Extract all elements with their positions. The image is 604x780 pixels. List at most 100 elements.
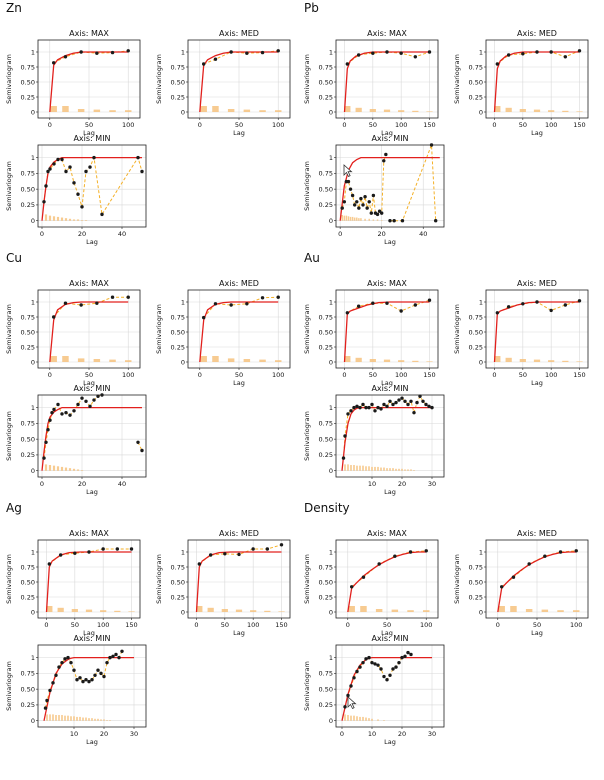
experimental-point [349,585,354,589]
panel-title: Axis: MIN [371,384,408,393]
panel-title: Axis: MIN [73,384,110,393]
x-tick-label: 20 [100,730,108,738]
x-tick-label: 100 [247,621,259,629]
x-tick-label: 50 [519,371,527,379]
y-tick-label: 1 [31,548,35,556]
y-tick-label: 1 [329,48,333,56]
pair-bar [356,716,358,721]
experimental-point [80,396,84,400]
experimental-point [427,404,431,409]
y-tick-label: 0.50 [319,185,333,193]
pair-bar [109,720,111,721]
x-tick-label: 0 [44,621,48,629]
pair-bar [519,109,526,112]
x-axis-label: Lag [531,129,543,137]
experimental-point [361,575,366,579]
experimental-point [136,155,140,160]
y-axis-label: Semivariogram [303,661,311,711]
panel-title: Axis: MIN [371,134,408,143]
x-axis-label: Lag [531,629,543,637]
pair-bar [371,718,373,721]
experimental-point [92,155,96,160]
experimental-point [201,62,206,66]
pair-bar [353,217,356,221]
experimental-point [391,402,395,407]
experimental-point [69,660,73,665]
experimental-point [352,203,357,207]
y-tick-label: 0 [329,217,333,225]
experimental-point [361,203,365,207]
y-tick-label: 1 [31,154,35,162]
y-tick-label: 0.25 [21,701,35,709]
pair-bar [383,467,385,471]
pair-bar [62,356,69,362]
experimental-point [136,440,140,445]
experimental-point [102,674,106,679]
mouse-cursor-icon [343,164,353,178]
panel-title: Axis: MIN [73,634,110,643]
experimental-line [43,155,143,216]
pair-bar [103,719,105,721]
pair-bar [243,109,251,112]
experimental-point [506,53,511,57]
pair-bar [383,359,391,362]
x-tick-label: 100 [395,371,407,379]
x-tick-label: 50 [235,371,243,379]
pair-bar [91,718,93,721]
experimental-point [399,51,403,55]
experimental-line [351,550,427,588]
pair-bar [50,356,57,362]
pair-bar [359,716,361,721]
pair-bar [368,718,370,721]
experimental-point [341,456,346,460]
x-tick-label: 30 [130,730,138,738]
pair-bar [109,359,116,362]
x-tick-label: 50 [369,121,377,129]
y-tick-label: 0.50 [21,328,35,336]
pair-bar [548,360,555,362]
experimental-point [400,218,405,223]
experimental-point [80,205,84,209]
pair-bar [347,715,349,721]
experimental-point [365,206,369,210]
pair-bar [353,715,355,721]
x-tick-label: 100 [97,621,109,629]
experimental-point [101,547,105,551]
panel-zn-max: Axis: MAX 0 50 100 0 0.25 0.50 0.75 1 Lag Semivari… [5,29,141,137]
y-tick-label: 0.50 [171,578,185,586]
experimental-point [409,652,413,657]
experimental-point [90,677,94,682]
y-axis-label: Semivariogram [5,54,13,104]
pair-bar [114,610,121,612]
pair-bar [200,356,207,362]
x-tick-label: 50 [383,621,391,629]
y-tick-label: 0.25 [319,701,333,709]
x-axis-label: Lag [233,379,245,387]
plot-frame [335,644,445,728]
pair-bar [68,218,72,221]
experimental-point [50,410,54,415]
pair-bar [562,110,569,112]
pair-bar [398,110,405,112]
pair-bar [377,466,379,471]
x-axis-label: Lag [384,488,396,496]
experimental-point [385,301,389,305]
y-axis-label: Semivariogram [453,54,461,104]
pair-bar [109,110,116,112]
pair-bar [124,110,132,112]
experimental-point [95,301,99,305]
x-tick-label: 0 [48,121,52,129]
pair-bar [519,359,526,362]
x-tick-label: 100 [122,121,134,129]
experimental-point [358,665,362,669]
pair-bar [52,465,56,471]
y-axis-label: Semivariogram [303,304,311,354]
pair-bar [412,360,419,362]
pair-bar [391,609,399,612]
x-tick-label: 30 [428,730,436,738]
pair-bar [494,356,501,362]
experimental-point [349,409,353,413]
pair-bar [358,218,360,221]
pair-bar [100,610,107,612]
pair-bar [380,220,383,221]
